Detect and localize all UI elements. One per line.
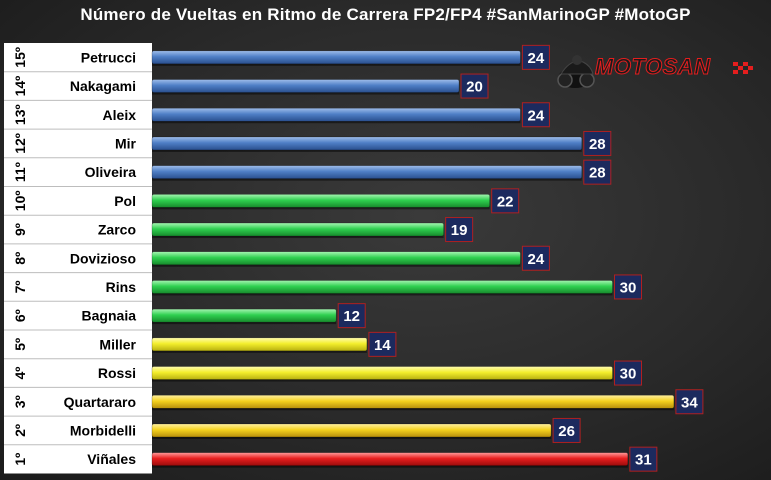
bar bbox=[151, 423, 552, 438]
data-label: 24 bbox=[528, 50, 545, 67]
data-label: 28 bbox=[589, 136, 606, 153]
data-label: 22 bbox=[497, 193, 514, 210]
category-label: Miller bbox=[99, 336, 136, 352]
bar bbox=[151, 251, 521, 266]
data-label: 31 bbox=[635, 452, 652, 469]
bar bbox=[151, 165, 583, 179]
bar bbox=[151, 337, 368, 352]
category-label: Rossi bbox=[98, 365, 136, 381]
rank-label: 3º bbox=[12, 395, 28, 408]
data-label-box bbox=[583, 130, 612, 156]
rank-label: 5º bbox=[12, 338, 28, 351]
bar bbox=[151, 194, 491, 208]
data-label-box bbox=[460, 73, 489, 99]
chart-title: Número de Vueltas en Ritmo de Carrera FP… bbox=[80, 5, 691, 24]
category-label: Nakagami bbox=[70, 78, 136, 94]
category-label: Morbidelli bbox=[70, 422, 136, 438]
data-label: 28 bbox=[589, 165, 606, 182]
rank-label: 8º bbox=[12, 252, 28, 265]
rank-label: 7º bbox=[12, 280, 28, 293]
data-label: 20 bbox=[466, 79, 483, 96]
bar bbox=[151, 222, 444, 237]
rank-label: 14º bbox=[12, 76, 28, 97]
data-label: 34 bbox=[681, 394, 698, 411]
bar bbox=[151, 280, 613, 294]
rank-label: 12º bbox=[12, 133, 28, 154]
data-label: 30 bbox=[620, 279, 637, 296]
data-label-box bbox=[552, 417, 581, 443]
category-label: Rins bbox=[106, 279, 137, 295]
rank-label: 2º bbox=[12, 424, 28, 437]
bar bbox=[151, 50, 521, 65]
data-label-box bbox=[614, 360, 642, 386]
motosan-logo: MOTOSAN bbox=[553, 48, 758, 90]
rank-label: 1º bbox=[12, 453, 28, 466]
bar bbox=[151, 79, 460, 93]
bar bbox=[151, 136, 583, 151]
data-label-box bbox=[583, 159, 612, 185]
bar bbox=[151, 308, 337, 323]
category-label: Dovizioso bbox=[70, 250, 136, 266]
category-label: Pol bbox=[114, 193, 136, 209]
data-label: 14 bbox=[374, 337, 391, 354]
data-label: 26 bbox=[558, 423, 575, 440]
rank-label: 15º bbox=[12, 47, 28, 68]
data-label-box bbox=[629, 446, 658, 472]
checkered-flag-icon bbox=[733, 62, 753, 74]
data-label: 24 bbox=[528, 251, 545, 268]
category-label: Bagnaia bbox=[82, 308, 137, 324]
rank-label: 10º bbox=[12, 191, 28, 212]
data-label: 19 bbox=[451, 222, 468, 239]
rank-label: 13º bbox=[12, 104, 28, 125]
data-label-box bbox=[445, 217, 474, 243]
data-label: 12 bbox=[343, 308, 360, 325]
motorbike-icon bbox=[557, 55, 595, 88]
label-panel bbox=[4, 43, 152, 474]
rank-label: 4º bbox=[12, 367, 28, 380]
data-label: 24 bbox=[528, 107, 545, 124]
category-label: Quartararo bbox=[64, 394, 136, 410]
category-label: Mir bbox=[115, 135, 137, 151]
bar bbox=[151, 394, 675, 409]
rank-label: 11º bbox=[12, 162, 28, 182]
category-label: Aleix bbox=[103, 107, 137, 123]
data-label: 30 bbox=[620, 366, 637, 383]
data-label-box bbox=[368, 331, 397, 357]
data-label-box bbox=[675, 389, 704, 415]
data-label-box bbox=[521, 44, 550, 70]
category-label: Oliveira bbox=[85, 164, 137, 180]
data-label-box bbox=[614, 274, 642, 300]
logo-wordmark: MOTOSAN bbox=[595, 54, 711, 80]
rank-label: 9º bbox=[12, 223, 28, 236]
bar bbox=[151, 107, 521, 122]
category-label: Viñales bbox=[87, 451, 136, 467]
data-label-box bbox=[521, 245, 550, 271]
rank-label: 6º bbox=[12, 309, 28, 322]
category-label: Zarco bbox=[98, 222, 136, 238]
category-label: Petrucci bbox=[81, 49, 136, 65]
bar bbox=[151, 452, 629, 466]
data-label-box bbox=[521, 102, 550, 128]
data-label-box bbox=[337, 303, 366, 329]
data-label-box bbox=[491, 188, 520, 214]
bar bbox=[151, 366, 613, 380]
